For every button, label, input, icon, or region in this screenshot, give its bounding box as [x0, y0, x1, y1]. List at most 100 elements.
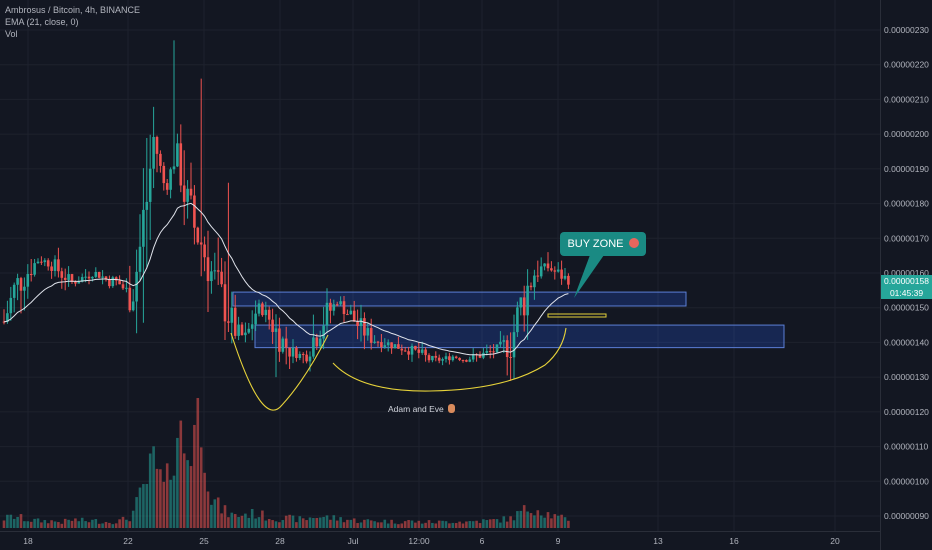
volume-bar: [526, 511, 529, 528]
volume-bar: [63, 518, 67, 528]
candle-body: [91, 276, 94, 279]
volume-bar: [57, 522, 60, 528]
price-tick-label: 0.00000160: [884, 268, 929, 278]
pattern-annotation[interactable]: Adam and Eve: [388, 404, 456, 414]
zone-rect[interactable]: [232, 291, 687, 307]
candle-body: [23, 286, 26, 291]
price-tick-label: 0.00000150: [884, 303, 929, 313]
volume-bar: [519, 510, 523, 528]
volume-bar: [431, 522, 434, 528]
volume-bars: [2, 398, 570, 528]
zones: [232, 291, 785, 349]
candle-body: [349, 310, 353, 315]
price-axis[interactable]: 0.00000230 0.00000220 0.00000210 0.00000200…: [884, 25, 929, 521]
eve-curve[interactable]: [332, 327, 567, 392]
candle-body: [543, 263, 546, 267]
candle-body: [6, 313, 9, 322]
candle-body: [135, 271, 138, 302]
volume-bar: [111, 524, 115, 528]
volume-bar: [210, 504, 213, 528]
candle-body: [342, 301, 346, 315]
candle-body: [203, 244, 206, 258]
adam-curve[interactable]: [230, 332, 329, 411]
candle-body: [427, 355, 431, 361]
candle-body: [376, 341, 380, 343]
time-tick-label: 25: [199, 536, 209, 546]
price-tick-label: 0.00000090: [884, 511, 929, 521]
volume-bar: [298, 516, 302, 528]
volume-bar: [410, 520, 414, 528]
marker-line[interactable]: [547, 313, 607, 318]
volume-indicator-label[interactable]: Vol: [5, 29, 18, 39]
volume-bar: [291, 515, 295, 528]
candle-body: [189, 188, 193, 196]
time-axis[interactable]: 18 22 25 28 Jul 12:00 6 9 13 16 20: [23, 536, 840, 546]
volume-bar: [199, 447, 203, 528]
ema-21-line[interactable]: [3, 202, 569, 356]
candle-body: [274, 328, 278, 332]
candle-body: [414, 345, 417, 350]
candle-body: [471, 354, 475, 360]
candle-body: [57, 259, 60, 272]
symbol-title[interactable]: Ambrosus / Bitcoin, 4h, BINANCE: [5, 5, 141, 15]
volume-bar: [131, 510, 135, 528]
volume-bar: [478, 523, 482, 528]
candle-body: [244, 332, 247, 336]
couple-emoji-icon: [448, 404, 456, 413]
candle-body: [278, 328, 281, 352]
volume-bar: [74, 518, 77, 528]
pattern-label: Adam and Eve: [388, 404, 444, 414]
volume-bar: [23, 521, 26, 528]
candle-body: [114, 277, 118, 281]
volume-bar: [475, 520, 478, 528]
ema-indicator-label[interactable]: EMA (21, close, 0): [5, 17, 79, 27]
volume-bar: [274, 521, 278, 528]
volume-bar: [244, 513, 247, 528]
candle-body: [448, 356, 451, 361]
volume-bar: [128, 521, 132, 528]
volume-bar: [495, 519, 499, 528]
time-tick-label: 13: [653, 536, 663, 546]
candle-body: [36, 261, 40, 264]
candle-body: [298, 353, 302, 359]
candle-body: [46, 260, 50, 267]
volume-bar: [373, 521, 376, 528]
buy-zone-label: BUY ZONE: [567, 238, 624, 250]
candle-body: [230, 307, 234, 323]
time-tick-label: 22: [123, 536, 133, 546]
volume-bar: [284, 515, 288, 528]
volume-bar: [142, 484, 145, 528]
candle-body: [237, 324, 240, 336]
volume-bar: [94, 519, 98, 528]
candle-body: [454, 356, 458, 358]
zone-rect[interactable]: [254, 324, 785, 349]
volume-bar: [505, 521, 509, 528]
candle-body: [210, 271, 213, 282]
candle-body: [363, 318, 366, 336]
volume-bar: [393, 523, 397, 528]
candle-body: [451, 356, 455, 361]
candle-body: [509, 356, 512, 358]
volume-bar: [516, 511, 519, 528]
candle-body: [186, 188, 189, 202]
buy-zone-pointer: [574, 255, 604, 298]
volume-bar: [369, 520, 373, 528]
volume-bar: [335, 520, 339, 528]
candle-body: [478, 354, 482, 358]
volume-bar: [366, 519, 370, 528]
buy-zone-callout[interactable]: BUY ZONE: [560, 232, 646, 256]
volume-bar: [213, 499, 217, 528]
candle-body: [495, 344, 499, 353]
volume-bar: [383, 519, 387, 528]
candle-body: [63, 277, 67, 280]
volume-bar: [97, 523, 101, 528]
time-tick-label: 28: [275, 536, 285, 546]
candle-body: [162, 165, 166, 184]
candle-body: [431, 355, 434, 361]
volume-bar: [247, 517, 251, 528]
candle-body: [182, 185, 186, 202]
volume-bar: [386, 523, 390, 528]
volume-bar: [189, 466, 193, 528]
candle-body: [533, 275, 536, 288]
